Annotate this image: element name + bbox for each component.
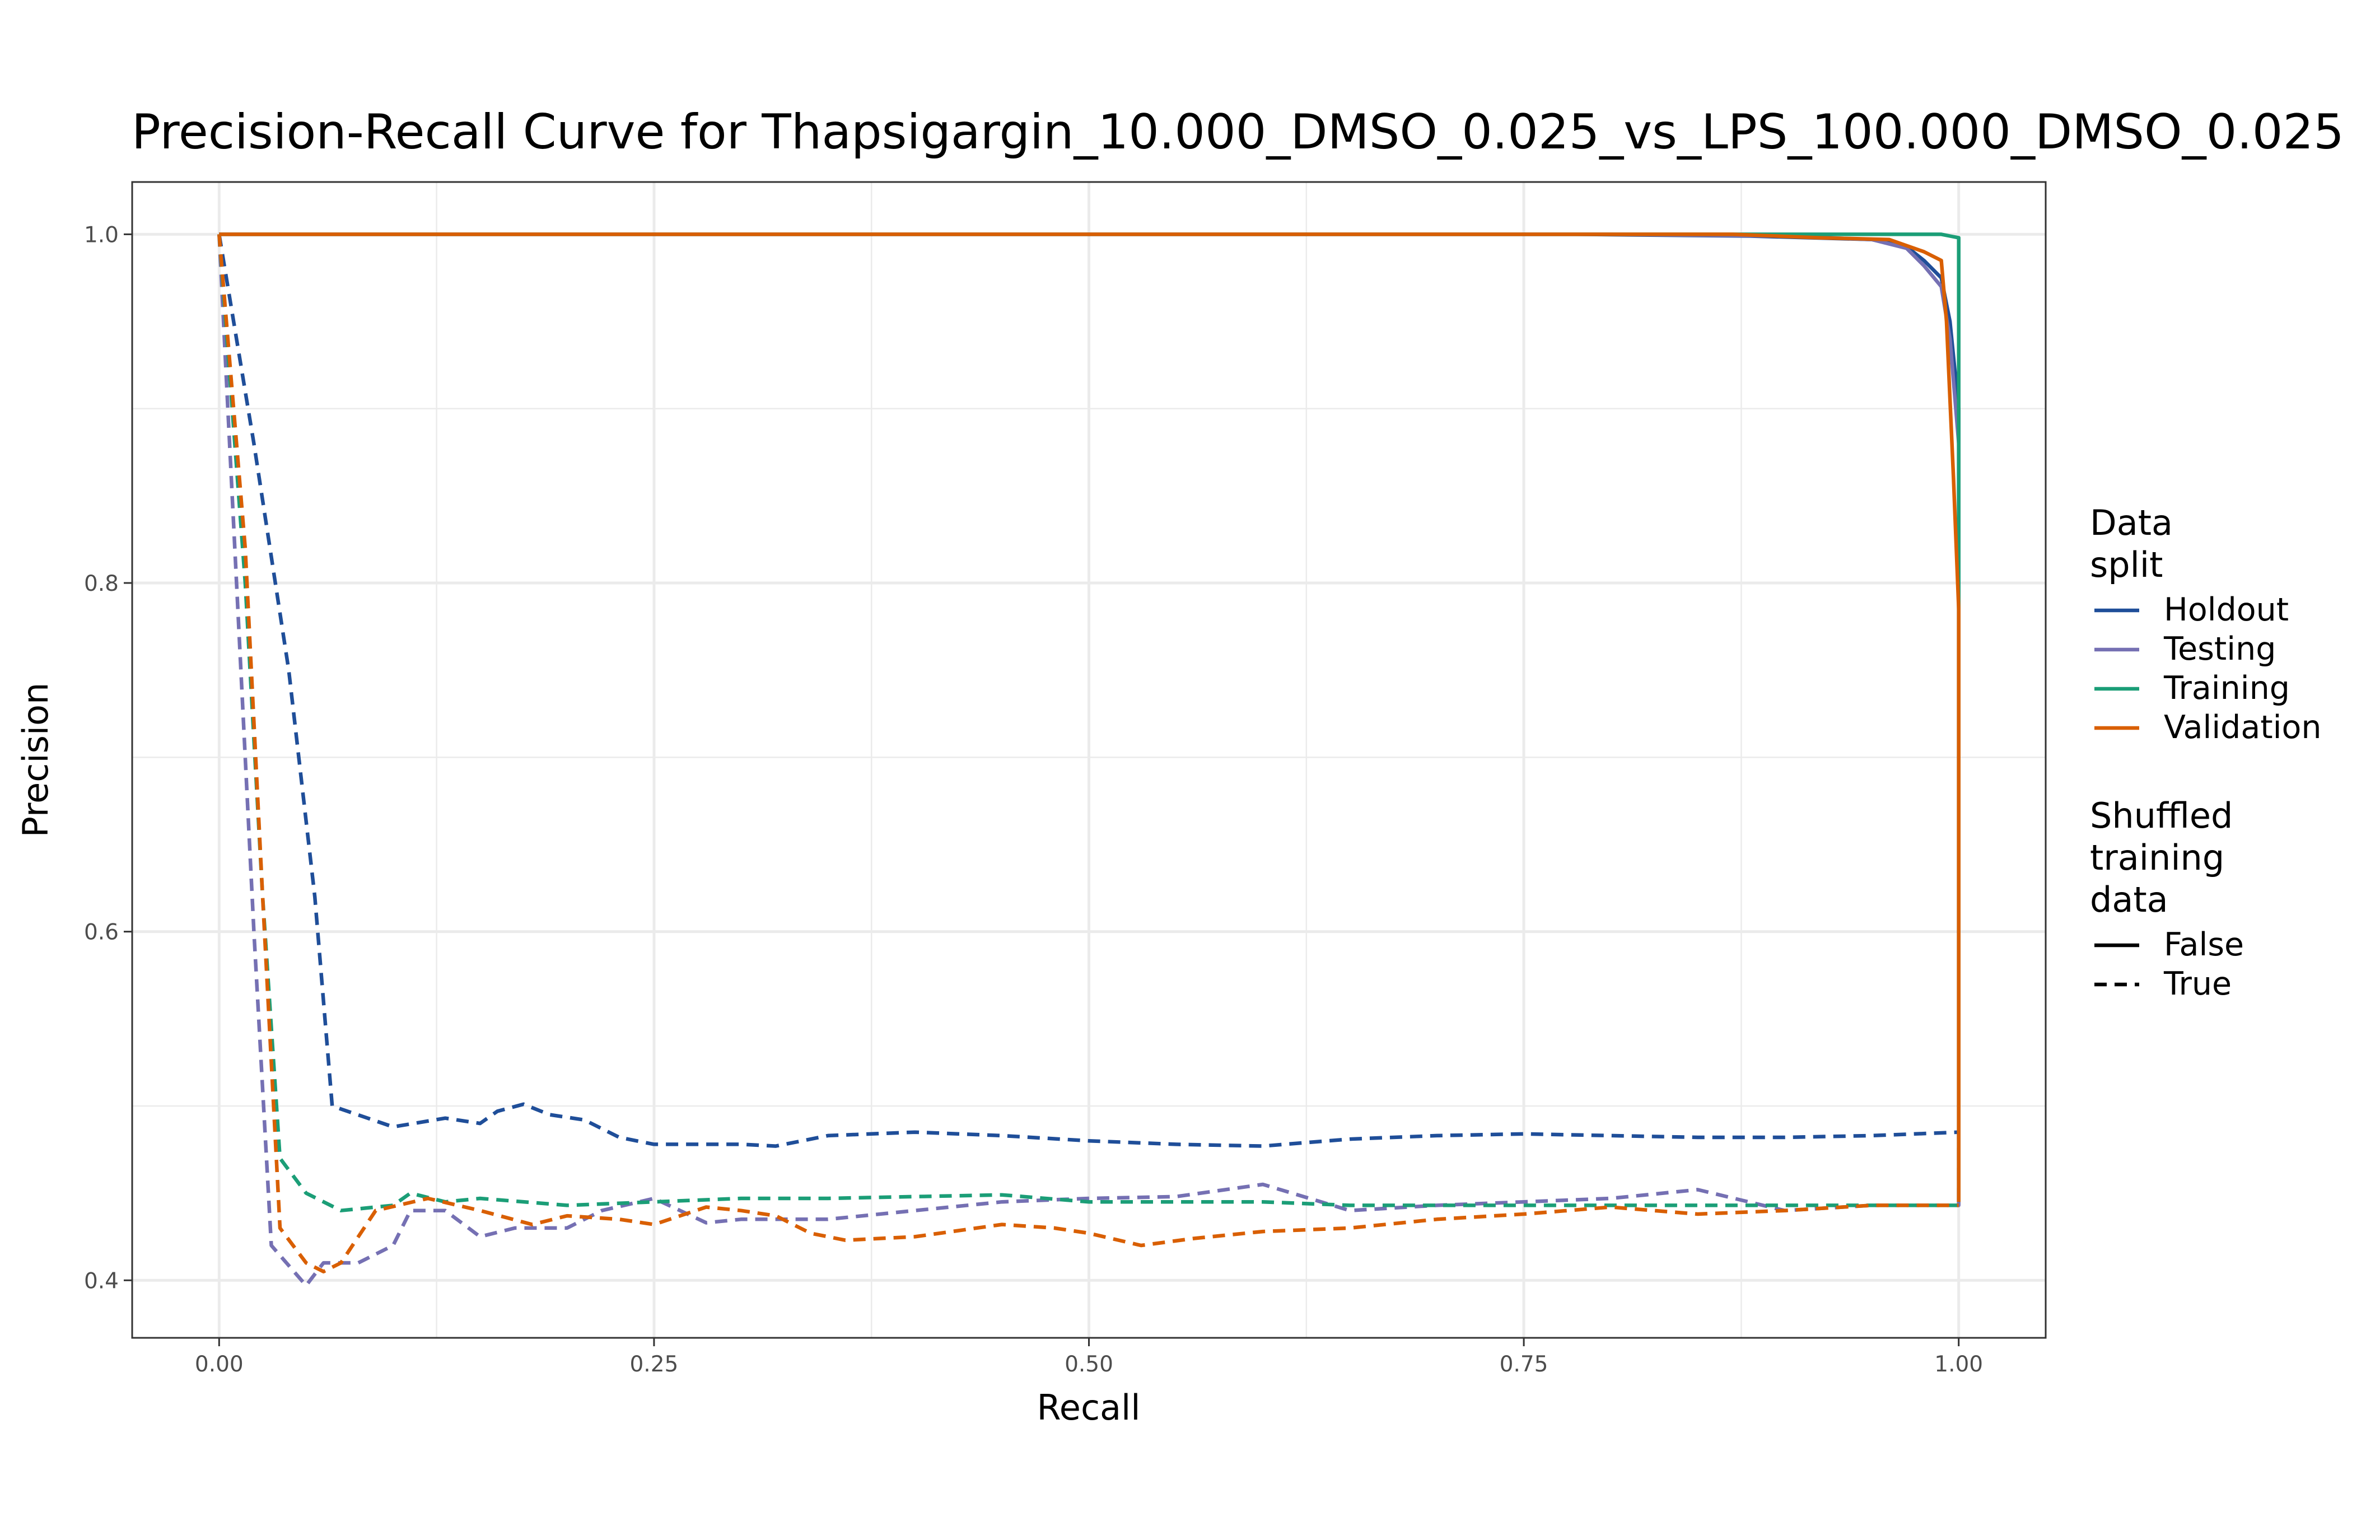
legend-label-validation: Validation bbox=[2164, 709, 2321, 746]
legend-label-training: Training bbox=[2163, 670, 2290, 707]
legend-label-false: False bbox=[2164, 926, 2244, 963]
legend-title-line: training bbox=[2090, 837, 2224, 878]
legend-title-line: Shuffled bbox=[2090, 795, 2233, 836]
legend-label-testing: Testing bbox=[2163, 631, 2276, 668]
legend-title-line: Data bbox=[2090, 502, 2173, 543]
chart-title: Precision-Recall Curve for Thapsigargin_… bbox=[132, 104, 2344, 160]
x-tick-label: 1.00 bbox=[1934, 1352, 1983, 1377]
x-tick-label: 0.25 bbox=[629, 1352, 678, 1377]
x-tick-label: 0.50 bbox=[1065, 1352, 1113, 1377]
y-tick-label: 1.0 bbox=[84, 222, 119, 248]
legend-label-holdout: Holdout bbox=[2164, 591, 2289, 628]
legend-label-true: True bbox=[2163, 965, 2232, 1002]
y-tick-label: 0.4 bbox=[84, 1268, 119, 1294]
x-tick-label: 0.00 bbox=[195, 1352, 244, 1377]
series-line-validation-unshuffled bbox=[219, 232, 1961, 1202]
legend: DatasplitHoldoutTestingTrainingValidatio… bbox=[2090, 502, 2321, 1002]
series-line-training-shuffled bbox=[217, 234, 1959, 1212]
x-axis-title: Recall bbox=[1037, 1387, 1141, 1428]
y-axis-title: Precision bbox=[15, 683, 56, 838]
y-tick-label: 0.6 bbox=[84, 920, 119, 945]
axis-ticks: 0.00 0.25 0.50 0.75 1.00 0.4 0.6 0.8 1.0 bbox=[84, 222, 1983, 1377]
series-line-validation-shuffled bbox=[217, 234, 1959, 1273]
series-line-testing-shuffled bbox=[217, 234, 1961, 1287]
legend-title-line: split bbox=[2090, 544, 2163, 585]
data-lines bbox=[217, 232, 1961, 1287]
legend-title-line: data bbox=[2090, 879, 2168, 920]
x-tick-label: 0.75 bbox=[1500, 1352, 1548, 1377]
series-line-holdout-shuffled bbox=[217, 234, 1961, 1202]
y-tick-label: 0.8 bbox=[84, 571, 119, 596]
